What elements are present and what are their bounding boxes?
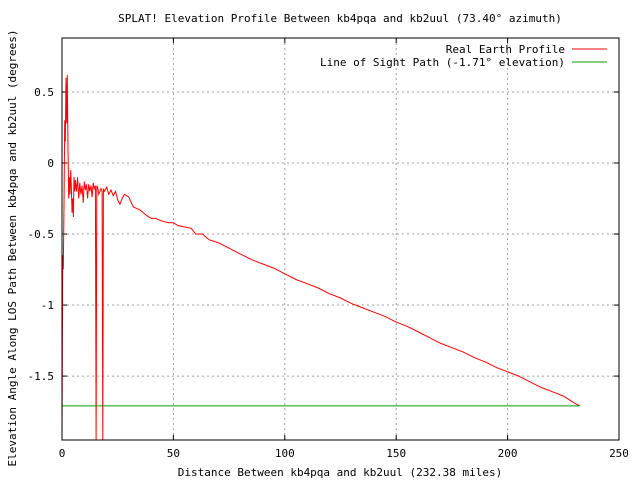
plot-frame xyxy=(61,37,620,441)
legend-label-1: Line of Sight Path (-1.71° elevation) xyxy=(320,56,565,69)
grid xyxy=(62,38,619,440)
y-axis-label: Elevation Angle Along LOS Path Between k… xyxy=(6,29,19,466)
x-tick-label: 250 xyxy=(609,447,629,460)
series-line-0 xyxy=(61,74,580,441)
x-tick-label: 0 xyxy=(59,447,66,460)
y-tick-label: -1 xyxy=(41,299,54,312)
y-tick-label: 0.5 xyxy=(34,86,54,99)
x-axis-label: Distance Between kb4pqa and kb2uul (232.… xyxy=(178,466,503,479)
x-tick-label: 150 xyxy=(386,447,406,460)
legend-label-0: Real Earth Profile xyxy=(446,43,565,56)
y-tick-label: 0 xyxy=(47,157,54,170)
x-tick-label: 100 xyxy=(275,447,295,460)
axis-ticks: 0 50 100 150 200 250 0.5 0 -0.5 -1 -1.5 xyxy=(28,38,629,460)
chart-title: SPLAT! Elevation Profile Between kb4pqa … xyxy=(118,12,562,25)
y-tick-label: -0.5 xyxy=(28,228,55,241)
x-tick-label: 50 xyxy=(167,447,180,460)
series-group xyxy=(61,74,580,441)
x-tick-label: 200 xyxy=(498,447,518,460)
y-tick-label: -1.5 xyxy=(28,370,55,383)
